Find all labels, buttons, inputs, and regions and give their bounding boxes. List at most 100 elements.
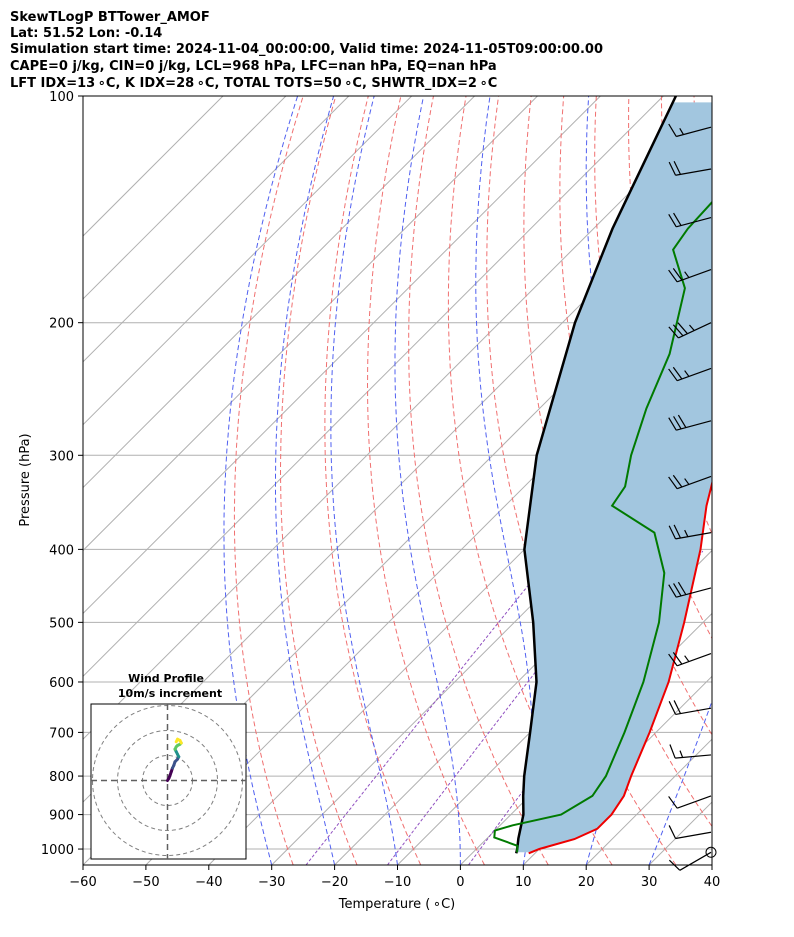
barb-shaft — [675, 754, 712, 759]
isotherm — [83, 96, 350, 363]
barb-shaft — [676, 367, 712, 382]
dry-adiabat — [233, 96, 304, 865]
x-axis-label: Temperature ( ∘C) — [338, 897, 455, 912]
dry-adiabat — [408, 96, 549, 865]
wind-barb — [668, 651, 712, 667]
barb-flag — [673, 416, 682, 430]
hodograph-ring — [117, 730, 218, 831]
barb-flag — [673, 161, 682, 175]
cape-cin-shading — [516, 102, 712, 853]
x-tick-label: −20 — [321, 875, 348, 890]
x-tick-label: −40 — [195, 875, 222, 890]
title-line-5: LFT IDX=13 ∘C, K IDX=28 ∘C, TOTAL TOTS=5… — [10, 76, 497, 91]
calm-circle — [705, 846, 717, 858]
barb-flag — [677, 322, 688, 335]
barb-shaft — [675, 168, 712, 176]
isotherm — [83, 96, 601, 615]
y-tick-label: 100 — [49, 90, 74, 105]
y-tick-label: 500 — [49, 616, 74, 631]
barb-half-flag — [679, 750, 684, 758]
barb-half-flag — [684, 529, 689, 537]
y-tick-label: 400 — [49, 543, 74, 558]
wind-barb — [668, 268, 712, 283]
barb-half-flag — [679, 127, 684, 135]
x-tick-label: 10 — [515, 875, 532, 890]
barb-shaft — [676, 216, 712, 228]
mixing-ratio-line — [305, 550, 557, 865]
wind-barb — [668, 212, 712, 228]
barb-flag — [672, 366, 683, 380]
barb-shaft — [676, 795, 712, 809]
barb-half-flag — [684, 271, 690, 278]
wind-barb — [668, 851, 712, 871]
title-block: SkewTLogP BTTower_AMOF Lat: 51.52 Lon: -… — [10, 10, 603, 91]
barb-flag — [668, 417, 677, 431]
barb-flag — [668, 584, 677, 598]
dry-adiabat — [486, 96, 677, 865]
dry-adiabat — [366, 96, 485, 865]
isotherm — [711, 864, 712, 865]
x-tick-label: −60 — [69, 875, 96, 890]
hodograph-segment — [174, 737, 179, 744]
isotherm — [83, 96, 664, 678]
barb-shaft — [675, 532, 712, 540]
inset-subtitle: 10m/s increment — [118, 687, 222, 700]
wind-barb — [668, 322, 712, 339]
barb-flag — [668, 825, 677, 839]
barb-flag — [668, 326, 679, 339]
y-tick-label: 800 — [49, 770, 74, 785]
wind-barb — [668, 414, 712, 431]
isotherm — [83, 96, 475, 489]
wind-barb — [668, 795, 712, 809]
dry-adiabat — [523, 96, 712, 828]
barb-shaft — [675, 707, 712, 716]
x-axis-ticks: −60 −50 −40 −30 −20 −10 0 10 20 30 40 — [69, 865, 720, 890]
barb-flag — [672, 268, 683, 281]
barb-shaft — [678, 322, 712, 339]
x-tick-label: 40 — [704, 875, 721, 890]
dry-adiabat — [324, 96, 422, 865]
title-line-4: CAPE=0 j/kg, CIN=0 j/kg, LCL=968 hPa, LF… — [10, 59, 497, 74]
barb-flag — [668, 123, 677, 137]
barb-shaft — [676, 475, 712, 490]
barb-flag — [668, 214, 677, 228]
profiles — [493, 96, 712, 855]
isotherm — [83, 96, 287, 300]
wind-barb — [668, 123, 712, 138]
barb-half-flag — [684, 655, 690, 662]
x-tick-label: 30 — [641, 875, 658, 890]
x-tick-label: −10 — [384, 875, 411, 890]
barb-flag — [673, 700, 682, 714]
y-tick-label: 700 — [49, 726, 74, 741]
barb-flag — [668, 525, 677, 540]
barb-flag — [668, 859, 681, 871]
hodograph-plot — [91, 704, 246, 859]
moist-adiabat — [711, 863, 712, 865]
inset-title: Wind Profile — [128, 672, 204, 685]
x-tick-label: 20 — [578, 875, 595, 890]
dry-adiabat — [280, 96, 358, 865]
barb-flag — [673, 583, 682, 597]
y-axis-label: Pressure (hPa) — [18, 433, 33, 526]
y-tick-label: 200 — [49, 317, 74, 332]
isotherm — [334, 486, 712, 865]
barb-shaft — [675, 831, 712, 840]
y-axis-ticks: 100 200 300 400 500 600 700 800 900 1000 — [41, 90, 83, 858]
barb-flag — [672, 324, 684, 337]
barb-shaft — [679, 851, 712, 871]
barb-flag — [668, 368, 678, 382]
barb-flag — [668, 161, 677, 176]
wind-barb — [668, 524, 712, 540]
isotherm — [397, 549, 712, 865]
parcel-profile-line — [514, 96, 678, 854]
barb-flag — [669, 744, 676, 759]
isotherm — [83, 96, 224, 237]
barb-flag — [673, 524, 682, 539]
isotherm — [145, 298, 712, 865]
dry-adiabat — [559, 96, 712, 736]
dewpoint-line — [493, 200, 712, 853]
wind-barb — [668, 581, 712, 598]
barb-shaft — [676, 652, 712, 667]
isotherm — [775, 96, 794, 865]
